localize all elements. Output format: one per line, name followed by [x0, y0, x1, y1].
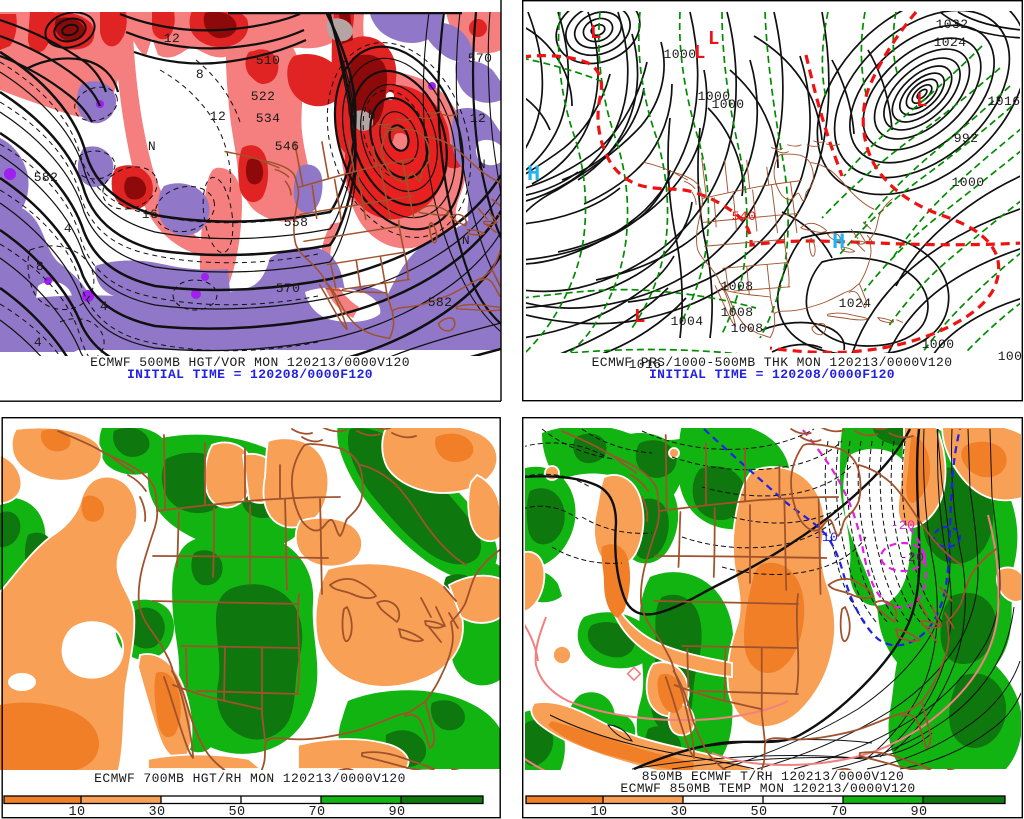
svg-text:1004: 1004 — [671, 314, 704, 329]
svg-text:1032: 1032 — [936, 17, 969, 32]
svg-text:INITIAL TIME = 120208/0000F120: INITIAL TIME = 120208/0000F120 — [649, 367, 895, 382]
svg-text:10: 10 — [68, 805, 85, 819]
svg-text:1016: 1016 — [629, 357, 662, 372]
svg-text:50: 50 — [750, 805, 767, 819]
svg-text:-10: -10 — [814, 530, 839, 545]
svg-text:4: 4 — [64, 221, 72, 236]
svg-text:N: N — [478, 157, 486, 172]
svg-text:1000: 1000 — [952, 175, 985, 190]
svg-text:L: L — [708, 28, 720, 50]
svg-text:70: 70 — [830, 805, 847, 819]
svg-text:-20: -20 — [891, 518, 916, 533]
svg-text:1000: 1000 — [698, 89, 731, 104]
svg-text:582: 582 — [428, 295, 453, 310]
svg-text:H: H — [527, 162, 541, 187]
svg-text:1000: 1000 — [712, 97, 745, 112]
svg-text:ECMWF 850MB TEMP MON 120213/00: ECMWF 850MB TEMP MON 120213/0000V120 — [620, 781, 915, 796]
svg-text:ECMWF 500MB HGT/VOR MON 120213: ECMWF 500MB HGT/VOR MON 120213/0000V120 — [90, 355, 410, 370]
svg-text:522: 522 — [251, 89, 276, 104]
svg-text:1008: 1008 — [731, 321, 764, 336]
svg-text:546: 546 — [275, 139, 300, 154]
svg-text:N: N — [148, 139, 156, 154]
svg-text:570: 570 — [468, 51, 493, 66]
svg-text:1000: 1000 — [922, 337, 955, 352]
svg-text:534: 534 — [256, 111, 281, 126]
svg-text:540: 540 — [732, 209, 757, 224]
svg-text:570: 570 — [276, 281, 301, 296]
svg-text:1008: 1008 — [721, 305, 754, 320]
svg-text:8: 8 — [36, 259, 44, 274]
svg-text:12: 12 — [164, 31, 180, 46]
svg-text:30: 30 — [148, 805, 165, 819]
svg-text:1024: 1024 — [839, 296, 872, 311]
svg-text:50: 50 — [228, 805, 245, 819]
svg-text:L: L — [694, 42, 706, 64]
svg-text:90: 90 — [910, 805, 927, 819]
svg-text:8: 8 — [196, 67, 204, 82]
svg-text:992: 992 — [954, 131, 979, 146]
svg-text:1000: 1000 — [664, 47, 697, 62]
svg-text:30: 30 — [670, 805, 687, 819]
svg-text:N: N — [462, 233, 470, 248]
svg-text:510: 510 — [256, 53, 281, 68]
svg-text:16: 16 — [142, 207, 158, 222]
svg-text:4: 4 — [100, 299, 108, 314]
svg-text:4: 4 — [34, 335, 42, 350]
svg-text:558: 558 — [284, 215, 309, 230]
svg-text:10: 10 — [590, 805, 607, 819]
svg-text:ECMWF PRS/1000-500MB THK MON 1: ECMWF PRS/1000-500MB THK MON 120213/0000… — [592, 355, 953, 370]
svg-text:L: L — [634, 306, 646, 328]
svg-text:582: 582 — [34, 170, 59, 185]
svg-text:-20: -20 — [900, 550, 925, 565]
svg-text:ECMWF 700MB HGT/RH MON 120213/: ECMWF 700MB HGT/RH MON 120213/0000V120 — [94, 771, 406, 786]
svg-text:100: 100 — [998, 349, 1023, 364]
svg-text:1008: 1008 — [721, 279, 754, 294]
svg-text:90: 90 — [388, 805, 405, 819]
svg-text:70: 70 — [308, 805, 325, 819]
svg-text:850MB ECMWF T/RH 120213/0000V1: 850MB ECMWF T/RH 120213/0000V120 — [642, 769, 904, 784]
svg-text:12: 12 — [470, 111, 486, 126]
svg-text:H: H — [832, 230, 846, 255]
svg-text:L: L — [590, 22, 602, 44]
svg-text:1024: 1024 — [934, 35, 967, 50]
svg-text:L: L — [916, 90, 928, 112]
svg-text:12: 12 — [210, 109, 226, 124]
svg-text:N: N — [368, 107, 376, 122]
svg-text:INITIAL TIME = 120208/0000F120: INITIAL TIME = 120208/0000F120 — [127, 367, 373, 382]
svg-text:1016: 1016 — [988, 94, 1021, 109]
